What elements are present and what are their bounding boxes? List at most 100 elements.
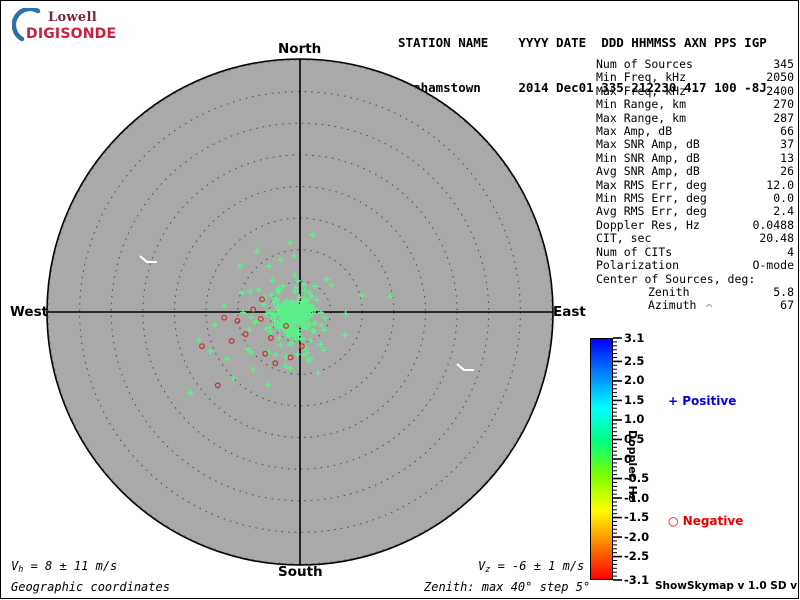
stat-label: Max Freq, kHz xyxy=(596,83,687,98)
source-plus-marker xyxy=(301,287,308,294)
header-columns: STATION NAME YYYY DATE DDD HHMMSS AXN PP… xyxy=(398,35,767,50)
source-plus-marker xyxy=(253,248,260,255)
source-plus-marker xyxy=(223,355,230,362)
colorbar-tick-label: 1.5 xyxy=(624,392,645,407)
colorbar-tick-label: 0.5 xyxy=(624,431,645,446)
stat-row: Num of Sources 345 xyxy=(560,57,794,71)
source-circle-marker xyxy=(228,338,235,345)
source-plus-marker xyxy=(269,277,276,284)
source-plus-marker xyxy=(317,309,324,316)
source-plus-marker xyxy=(314,370,321,377)
stat-value: 20.48 xyxy=(759,231,794,246)
stat-label: Min Freq, kHz xyxy=(596,70,687,85)
stat-label: Avg RMS Err, deg xyxy=(596,204,707,219)
source-plus-marker xyxy=(250,366,257,373)
source-plus-marker xyxy=(277,256,284,263)
colorbar-tick-label: 2.5 xyxy=(624,353,645,368)
source-plus-marker xyxy=(276,324,283,331)
source-plus-marker xyxy=(299,319,306,326)
colorbar-tick-label: 3.1 xyxy=(624,330,645,345)
stat-value: 2050 xyxy=(766,70,794,85)
source-circle-marker xyxy=(259,296,265,303)
source-plus-marker xyxy=(274,296,281,303)
stat-value: 26 xyxy=(780,164,794,179)
center-zenith-label: Zenith xyxy=(648,284,690,299)
stat-row: Polarization O-mode xyxy=(560,258,794,273)
source-circle-marker xyxy=(287,354,294,361)
source-plus-marker xyxy=(272,352,279,359)
stat-value: 0.0488 xyxy=(752,217,794,232)
source-plus-marker xyxy=(300,352,307,359)
doppler-colorbar xyxy=(590,338,613,580)
source-plus-marker xyxy=(187,389,194,396)
source-circle-marker xyxy=(298,343,305,350)
source-plus-marker xyxy=(299,335,306,342)
source-plus-marker xyxy=(305,296,312,303)
source-circle-marker xyxy=(262,350,269,357)
source-plus-marker xyxy=(266,263,273,270)
software-version-label: ShowSkymap v 1.0 SD v 5.1 xyxy=(655,580,800,592)
source-plus-marker xyxy=(268,291,275,298)
direction-label-north: North xyxy=(278,41,322,57)
source-circle-marker xyxy=(234,317,241,324)
stat-row: Num of CITs 4 xyxy=(560,245,794,259)
source-plus-marker xyxy=(276,334,283,341)
center-azimuth-label: Azimuth ⌒ xyxy=(648,298,712,313)
direction-label-south: South xyxy=(278,564,323,580)
source-circle-marker xyxy=(250,306,257,313)
source-plus-marker xyxy=(195,336,202,343)
source-plus-marker xyxy=(311,306,318,313)
statistics-panel: Num of Sources 345 Min Freq, kHz 2050 Max … xyxy=(560,57,794,315)
source-plus-marker xyxy=(286,330,293,337)
stat-label: Max SNR Amp, dB xyxy=(596,137,700,152)
source-plus-marker xyxy=(311,320,318,327)
colorbar-tick-label: -1.5 xyxy=(624,510,650,525)
horizontal-velocity-readout: Vh = 8 ± 11 m/s xyxy=(11,559,118,575)
source-plus-marker xyxy=(279,283,286,290)
skymap-canvas xyxy=(46,58,554,566)
source-plus-marker xyxy=(286,239,293,246)
source-plus-marker xyxy=(294,351,301,358)
source-plus-marker xyxy=(342,332,349,339)
source-plus-marker xyxy=(255,286,262,293)
source-plus-marker xyxy=(277,341,284,348)
source-plus-marker xyxy=(301,323,308,330)
source-plus-marker xyxy=(290,252,297,259)
stat-row: Max Amp, dB 66 xyxy=(560,124,794,139)
stat-label: Doppler Res, Hz xyxy=(596,217,700,232)
source-plus-marker xyxy=(262,325,269,332)
stat-label: Polarization xyxy=(596,258,680,273)
source-plus-marker xyxy=(230,375,237,382)
colorbar-title: Doppler, Hz xyxy=(626,430,639,502)
source-plus-marker xyxy=(287,325,294,332)
colorbar-tick-label: 1.0 xyxy=(624,412,645,427)
stat-label: Num of Sources xyxy=(596,57,693,71)
source-plus-marker xyxy=(280,308,287,315)
stat-value: 2400 xyxy=(766,83,794,98)
source-plus-marker xyxy=(238,289,245,296)
direction-label-east: East xyxy=(553,304,586,320)
crescent-arc-icon xyxy=(12,8,41,42)
source-plus-marker xyxy=(265,381,272,388)
source-plus-marker xyxy=(286,365,293,372)
source-plus-marker xyxy=(271,299,278,306)
source-plus-marker xyxy=(278,315,285,322)
stat-value: 13 xyxy=(780,150,794,165)
colorbar-tick-label: -1.0 xyxy=(624,490,650,505)
stat-value: 2.4 xyxy=(773,204,794,219)
stat-label: Avg SNR Amp, dB xyxy=(596,164,700,179)
source-plus-marker xyxy=(282,312,289,319)
source-plus-marker xyxy=(276,304,283,311)
stat-value: 0.0 xyxy=(773,191,794,206)
source-plus-marker xyxy=(321,314,328,321)
source-plus-marker xyxy=(267,309,274,316)
source-plus-marker xyxy=(267,328,274,335)
stat-value: 287 xyxy=(773,110,794,125)
source-plus-marker xyxy=(282,363,289,370)
lowell-digisonde-logo: Lowell DIGISONDE xyxy=(12,6,116,46)
source-circle-marker xyxy=(257,316,264,322)
stat-label: Max Amp, dB xyxy=(596,124,673,139)
source-plus-marker xyxy=(289,339,296,346)
source-plus-marker xyxy=(317,341,324,348)
stat-label: Min SNR Amp, dB xyxy=(596,150,700,165)
